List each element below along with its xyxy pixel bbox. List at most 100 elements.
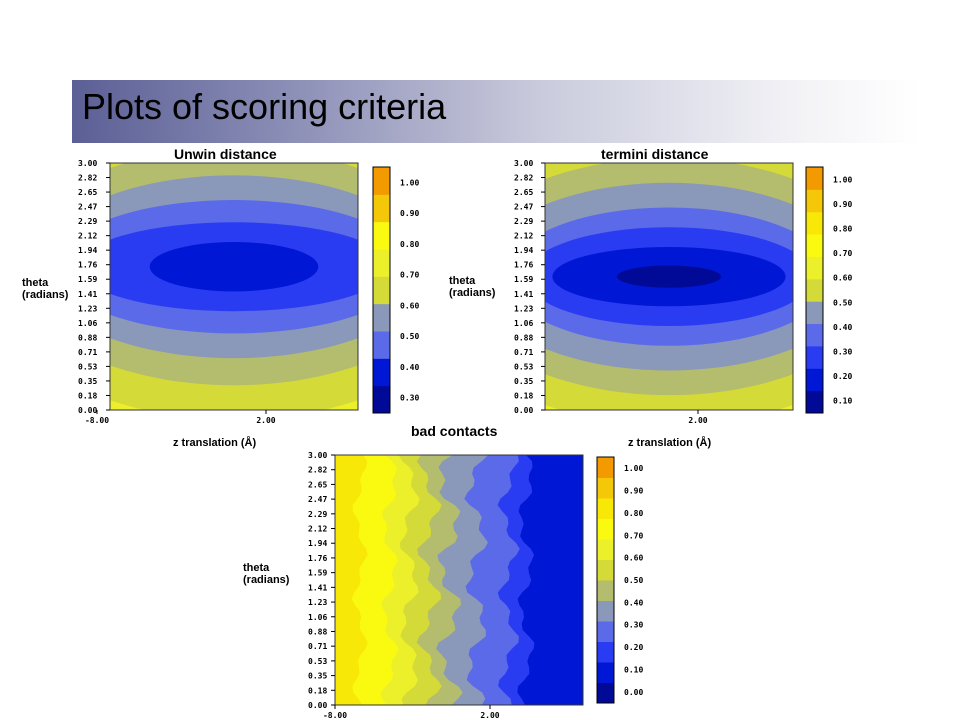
colorbar-segment [806, 256, 823, 280]
y-tick-label: 0.88 [514, 333, 533, 342]
colorbar-segment [373, 358, 390, 387]
colorbar-segment [597, 539, 614, 560]
colorbar-tick-label: 0.80 [624, 509, 643, 518]
y-tick-label: 0.35 [78, 377, 97, 386]
colorbar-segment [597, 477, 614, 499]
colorbar-segment [373, 276, 390, 305]
colorbar-segment [597, 559, 614, 581]
colorbar-tick-label: 0.70 [833, 249, 852, 258]
colorbar-tick-label: 0.30 [624, 621, 643, 630]
colorbar-tick-label: 0.70 [400, 271, 419, 280]
y-tick-label: 0.88 [78, 333, 97, 342]
y-tick-label: 3.00 [78, 159, 97, 168]
y-tick-label: 1.59 [78, 275, 97, 284]
y-tick-label: 1.94 [78, 246, 97, 255]
plot-frame [334, 454, 584, 706]
colorbar-segment [597, 641, 614, 663]
colorbar-segment [806, 234, 823, 257]
y-tick-label: 0.88 [308, 627, 327, 636]
colorbar-tick-label: 0.10 [833, 397, 852, 406]
colorbar-tick-label: 0.30 [833, 348, 852, 357]
colorbar-segment [806, 167, 823, 190]
y-tick-label: 1.94 [308, 539, 327, 548]
x-tick-label: -8.00 [85, 416, 109, 425]
ylabel-unwin: theta (radians) [22, 277, 69, 301]
colorbar-tick-label: 0.90 [833, 200, 852, 209]
colorbar-tick-label: 0.80 [833, 225, 852, 234]
colorbar-segment [806, 278, 823, 302]
colorbar-tick-label: 0.70 [624, 531, 643, 540]
y-tick-label: 0.53 [308, 657, 327, 666]
y-tick-label: 0.53 [514, 362, 533, 371]
y-tick-label: 0.00 [514, 406, 533, 415]
y-tick-label: 3.00 [514, 159, 533, 168]
y-tick-label: 1.41 [78, 290, 97, 299]
plot-frame [544, 162, 794, 411]
colorbar-segment [806, 211, 823, 235]
y-tick-label: 2.82 [514, 174, 533, 183]
y-tick-label: 0.18 [514, 391, 533, 400]
x-tick-label: 2.00 [480, 711, 499, 720]
colorbar-frame [805, 166, 824, 414]
y-tick-label: 2.47 [78, 203, 97, 212]
x-tick-label: 2.00 [688, 416, 707, 425]
colorbar-tick-label: 0.40 [400, 363, 419, 372]
colorbar-tick-label: 0.50 [400, 332, 419, 341]
colorbar-frame [372, 166, 391, 414]
y-tick-label: 1.59 [514, 275, 533, 284]
colorbar-tick-label: 0.40 [833, 323, 852, 332]
colorbar-tick-label: 0.60 [400, 301, 419, 310]
y-tick-label: 0.71 [78, 348, 97, 357]
colorbar-tick-label: 0.20 [833, 372, 852, 381]
colorbar-tick-label: 0.60 [833, 274, 852, 283]
colorbar-segment [597, 621, 614, 642]
y-tick-label: 0.35 [514, 377, 533, 386]
y-tick-label: 2.82 [78, 174, 97, 183]
colorbar-tick-label: 0.90 [400, 209, 419, 218]
y-tick-label: 1.41 [514, 290, 533, 299]
colorbar-tick-label: 0.00 [624, 688, 643, 697]
colorbar-segment [597, 498, 614, 519]
y-tick-label: 0.18 [308, 686, 327, 695]
x-tick-label: 2.00 [256, 416, 275, 425]
colorbar-segment [597, 457, 614, 478]
colorbar-segment [597, 580, 614, 601]
y-tick-label: 0.00 [78, 406, 97, 415]
y-tick-label: 3.00 [308, 451, 327, 460]
colorbar-tick-label: 0.80 [400, 240, 419, 249]
colorbar-segment [373, 194, 390, 223]
colorbar-tick-label: 0.30 [400, 394, 419, 403]
y-tick-label: 2.12 [308, 525, 327, 534]
y-tick-label: 1.06 [308, 613, 327, 622]
colorbar-segment [806, 390, 823, 414]
colorbar-tick-label: 0.90 [624, 487, 643, 496]
colorbar-tick-label: 0.60 [624, 554, 643, 563]
colorbar-segment [597, 682, 614, 704]
y-tick-label: 1.23 [514, 304, 533, 313]
y-tick-label: 2.65 [514, 188, 533, 197]
y-tick-label: 1.59 [308, 569, 327, 578]
xlabel-termini: z translation (Å) [628, 437, 712, 449]
colorbar-segment [373, 167, 390, 195]
colorbar-segment [597, 600, 614, 622]
y-tick-label: 2.47 [514, 203, 533, 212]
slide-title-bar: Plots of scoring criteria [72, 80, 920, 143]
colorbar-segment [806, 345, 823, 369]
colorbar-segment [373, 221, 390, 250]
colorbar-segment [373, 249, 390, 277]
y-tick-label: 0.00 [308, 701, 327, 710]
contour-band [616, 265, 722, 288]
y-tick-label: 0.71 [514, 348, 533, 357]
colorbar-tick-label: 1.00 [400, 178, 419, 187]
slide-title: Plots of scoring criteria [82, 86, 447, 127]
x-tick-label: -8.00 [323, 711, 347, 720]
ylabel-bad-contacts: theta (radians) [243, 562, 290, 586]
colorbar-tick-label: 0.40 [624, 598, 643, 607]
y-tick-label: 1.06 [78, 319, 97, 328]
y-tick-label: 0.18 [78, 391, 97, 400]
y-tick-label: 0.71 [308, 642, 327, 651]
colorbar-segment [806, 323, 823, 347]
colorbar-segment [597, 518, 614, 540]
colorbar-segment [597, 662, 614, 683]
